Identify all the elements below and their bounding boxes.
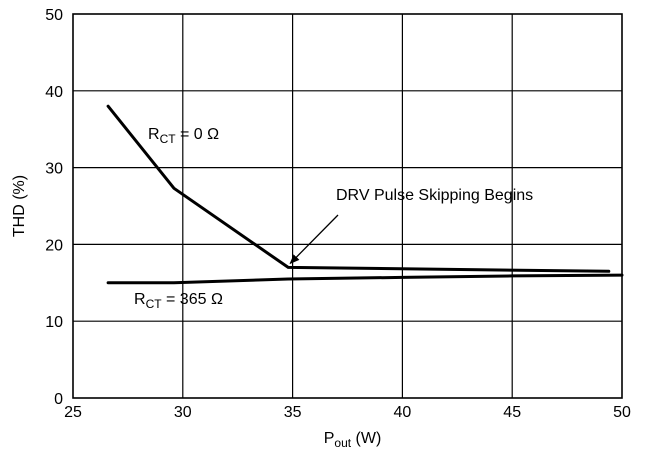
tick-labels: 25 30 35 40 45 50 0 10 20 30 40 50 bbox=[45, 7, 631, 421]
x-tick-label-30: 30 bbox=[174, 404, 192, 421]
y-tick-label-20: 20 bbox=[45, 237, 63, 254]
x-tick-label-40: 40 bbox=[394, 404, 412, 421]
y-tick-label-40: 40 bbox=[45, 84, 63, 101]
y-axis-label: THD (%) bbox=[11, 175, 28, 237]
series-1-label-rest: = 365 Ω bbox=[162, 291, 223, 308]
series-0-label-main: R bbox=[148, 126, 160, 143]
y-tick-label-0: 0 bbox=[54, 391, 63, 408]
x-tick-label-50: 50 bbox=[613, 404, 631, 421]
series-line-0 bbox=[106, 104, 611, 273]
x-axis-label: Pout (W) bbox=[324, 430, 382, 450]
series-1-label-sub: CT bbox=[146, 297, 163, 311]
series-0-label-sub: CT bbox=[160, 132, 177, 146]
series-label-rct-0: RCT = 0 Ω bbox=[148, 126, 219, 146]
annotation-arrow bbox=[289, 214, 339, 265]
annotation-pulse-skipping: DRV Pulse Skipping Begins bbox=[336, 187, 533, 204]
y-tick-label-10: 10 bbox=[45, 314, 63, 331]
y-tick-label-50: 50 bbox=[45, 7, 63, 24]
series-label-rct-365: RCT = 365 Ω bbox=[134, 291, 223, 311]
series-line-1 bbox=[106, 273, 624, 285]
y-tick-label-30: 30 bbox=[45, 161, 63, 178]
grid-lines bbox=[73, 14, 622, 398]
series-1-label-main: R bbox=[134, 291, 146, 308]
x-axis-label-unit: (W) bbox=[351, 430, 381, 447]
plot-frame bbox=[72, 13, 623, 399]
data-series bbox=[106, 104, 624, 285]
x-tick-label-25: 25 bbox=[64, 404, 82, 421]
series-0-label-rest: = 0 Ω bbox=[176, 126, 220, 143]
x-tick-label-45: 45 bbox=[503, 404, 521, 421]
x-tick-label-35: 35 bbox=[284, 404, 302, 421]
x-axis-label-main: P bbox=[324, 430, 335, 447]
x-axis-label-sub: out bbox=[334, 436, 351, 450]
